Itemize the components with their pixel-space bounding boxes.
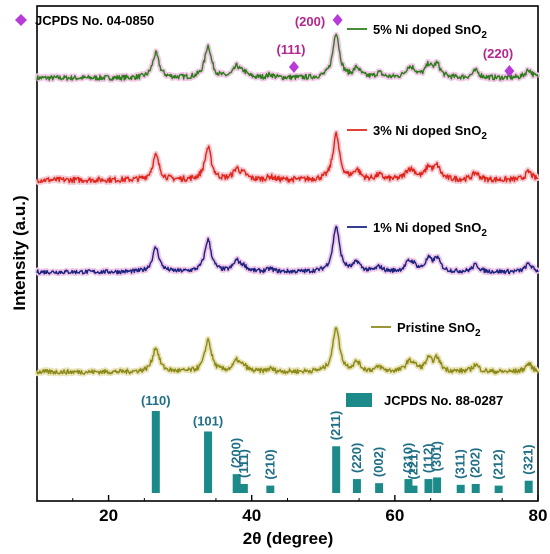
reference-bottom-label: JCPDS No. 88-0287 — [384, 393, 503, 408]
x-axis-title-prefix: 2 — [243, 529, 252, 548]
diamond-marker-icon — [332, 14, 343, 26]
bar-hkl-label: (321) — [521, 444, 536, 474]
bar-hkl-label: (210) — [262, 449, 277, 479]
reference-bar — [471, 483, 480, 493]
diamond-marker-icon — [504, 65, 515, 77]
bar-hkl-label: (110) — [141, 393, 171, 408]
labels-layer: 5% Ni doped SnO2 3% Ni doped SnO2 1% Ni do… — [15, 13, 515, 339]
bar-hkl-label: (202) — [468, 448, 483, 478]
series-line-2 — [36, 225, 539, 275]
legend-label-3: Pristine SnO2 — [397, 320, 481, 339]
series-glow-1 — [34, 129, 540, 186]
reference-bar — [409, 485, 418, 493]
reference-bar — [232, 474, 241, 493]
legend-label-0: 5% Ni doped SnO2 — [373, 22, 487, 41]
series-line-0 — [36, 33, 539, 81]
reference-bar — [204, 431, 213, 493]
bar-hkl-label: (211) — [328, 411, 343, 441]
reference-bar — [239, 483, 248, 493]
x-ticks-layer: 20 40 60 80 — [72, 495, 548, 525]
bar-hkl-label: (311) — [453, 449, 468, 479]
reference-bars-layer: JCPDS No. 88-0287 (110) (101) (200)(111) (21… — [141, 393, 536, 493]
legend-label-1: 3% Ni doped SnO2 — [373, 123, 487, 142]
x-tick-label: 80 — [529, 506, 548, 525]
reference-bar — [332, 446, 341, 493]
series-layer — [34, 31, 541, 377]
bar-hkl-label: (112) — [420, 443, 435, 473]
x-tick-label: 20 — [99, 506, 118, 525]
reference-bar — [266, 485, 275, 493]
bar-hkl-label: (111) — [236, 449, 251, 478]
reference-bar — [524, 480, 533, 493]
reference-bar — [494, 485, 503, 493]
bar-hkl-label: (310) — [400, 443, 415, 473]
reference-bar — [375, 483, 384, 493]
reference-bar — [151, 411, 160, 493]
x-axis-title-theta: θ — [252, 529, 261, 548]
x-axis-title-suffix: (degree) — [261, 529, 333, 548]
bar-hkl-label: (200) — [229, 438, 244, 468]
top-hkl-label: (200) — [295, 14, 325, 29]
series-line-1 — [36, 131, 539, 184]
reference-bar — [424, 479, 433, 493]
reference-bar — [352, 479, 361, 493]
bar-hkl-label: (220) — [349, 443, 364, 473]
bar-hkl-label: (221) — [405, 449, 420, 479]
top-hkl-label: (111) — [277, 42, 306, 57]
diamond-legend-icon — [15, 14, 27, 26]
top-hkl-label: (220) — [483, 46, 513, 61]
y-axis-title: Intensity (a.u.) — [10, 195, 29, 310]
bar-hkl-label: (301) — [429, 441, 444, 471]
reference-bar — [433, 477, 442, 493]
legend-label-2: 1% Ni doped SnO2 — [373, 220, 487, 239]
bar-hkl-label: (212) — [491, 449, 506, 479]
reference-bar — [456, 484, 465, 493]
x-axis-title: 2θ (degree) — [243, 529, 333, 548]
reference-bottom-swatch — [346, 393, 372, 407]
reference-top-label: JCPDS No. 04-0850 — [35, 13, 154, 28]
diamond-marker-icon — [288, 61, 299, 73]
bar-hkl-label: (101) — [193, 414, 223, 429]
x-tick-label: 40 — [242, 506, 261, 525]
series-line-3 — [36, 327, 539, 375]
x-tick-label: 60 — [385, 506, 404, 525]
bar-hkl-label: (002) — [371, 447, 386, 477]
reference-bar — [404, 479, 413, 493]
